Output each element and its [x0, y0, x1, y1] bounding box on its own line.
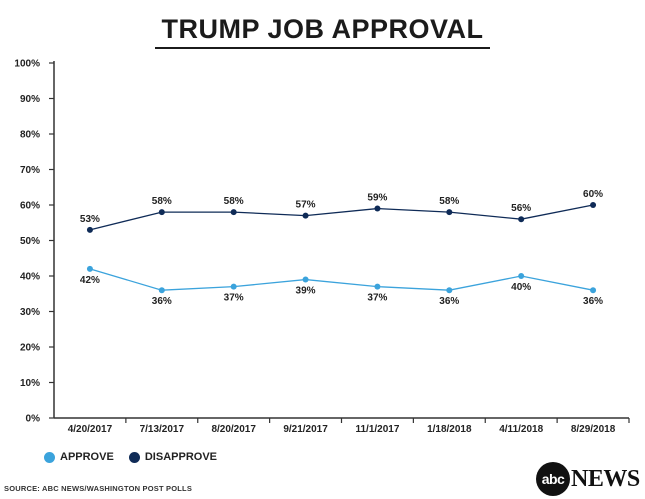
- approve-data-point: [86, 265, 93, 272]
- approve-data-point: [158, 287, 165, 294]
- disapprove-data-point: [374, 205, 381, 212]
- disapprove-data-point: [590, 202, 597, 208]
- approve-series-line: [89, 268, 594, 291]
- disapprove-data-label: 53%: [80, 214, 100, 225]
- x-tick-label: 9/21/2017: [283, 424, 328, 435]
- disapprove-data-label: 58%: [439, 196, 459, 207]
- y-tick-label: 100%: [14, 59, 40, 70]
- y-tick-label: 10%: [20, 378, 40, 389]
- approve-data-label: 36%: [439, 296, 459, 307]
- disapprove-series-line: [89, 204, 594, 231]
- y-tick-label: 40%: [20, 272, 40, 283]
- legend-item-disapprove: DISAPPROVE: [128, 451, 217, 463]
- y-tick-label: 80%: [20, 130, 40, 141]
- approve-data-label: 36%: [152, 296, 172, 307]
- approve-data-point: [374, 283, 381, 290]
- abc-news-logo: abc NEWS: [536, 462, 640, 496]
- approve-data-label: 42%: [80, 275, 100, 286]
- legend-label-approve: APPROVE: [60, 451, 114, 463]
- disapprove-data-point: [230, 209, 237, 216]
- approve-data-point: [302, 276, 309, 283]
- y-tick-label: 0%: [26, 414, 41, 425]
- chart-title-wrap: TRUMP JOB APPROVAL: [0, 14, 645, 49]
- disapprove-data-label: 58%: [224, 196, 244, 207]
- approve-data-point: [518, 273, 525, 279]
- disapprove-data-point: [158, 209, 165, 216]
- disapprove-data-label: 59%: [367, 193, 387, 204]
- disapprove-data-point: [86, 226, 93, 233]
- approve-data-label: 37%: [367, 293, 387, 304]
- y-tick-label: 90%: [20, 94, 40, 105]
- disapprove-data-label: 58%: [152, 196, 172, 207]
- abc-logo-circle: abc: [536, 462, 570, 496]
- news-logo-text: NEWS: [571, 465, 640, 492]
- approve-data-label: 36%: [583, 296, 603, 307]
- disapprove-data-label: 57%: [296, 200, 316, 211]
- y-tick-label: 60%: [20, 201, 40, 212]
- y-tick-label: 20%: [20, 343, 40, 354]
- approve-legend-dot: [44, 451, 55, 463]
- source-note: SOURCE: ABC NEWS/WASHINGTON POST POLLS: [4, 484, 193, 493]
- disapprove-data-point: [446, 209, 453, 216]
- y-tick-label: 50%: [20, 236, 40, 247]
- approve-data-point: [590, 287, 597, 294]
- disapprove-legend-dot: [128, 451, 140, 463]
- disapprove-data-label: 56%: [511, 203, 531, 214]
- disapprove-data-label: 60%: [583, 189, 603, 200]
- approve-data-label: 40%: [511, 282, 531, 293]
- disapprove-data-point: [518, 216, 525, 223]
- x-tick-label: 8/20/2017: [211, 424, 256, 435]
- approve-data-point: [446, 287, 453, 294]
- disapprove-data-point: [302, 212, 309, 219]
- x-tick-label: 4/20/2017: [68, 424, 113, 435]
- approve-data-label: 39%: [296, 286, 316, 297]
- legend-item-approve: APPROVE: [44, 451, 114, 463]
- approve-data-point: [230, 283, 237, 290]
- y-tick-label: 30%: [20, 307, 40, 318]
- y-tick-label: 70%: [20, 165, 40, 176]
- x-tick-label: 1/18/2018: [427, 424, 472, 435]
- x-tick-label: 7/13/2017: [140, 424, 185, 435]
- legend-label-disapprove: DISAPPROVE: [144, 451, 217, 463]
- chart-title: TRUMP JOB APPROVAL: [155, 14, 490, 49]
- legend: APPROVE DISAPPROVE: [44, 451, 229, 466]
- approve-data-label: 37%: [224, 293, 244, 304]
- x-tick-label: 8/29/2018: [571, 424, 616, 435]
- x-tick-label: 11/1/2017: [355, 424, 399, 435]
- x-tick-label: 4/11/2018: [499, 424, 543, 435]
